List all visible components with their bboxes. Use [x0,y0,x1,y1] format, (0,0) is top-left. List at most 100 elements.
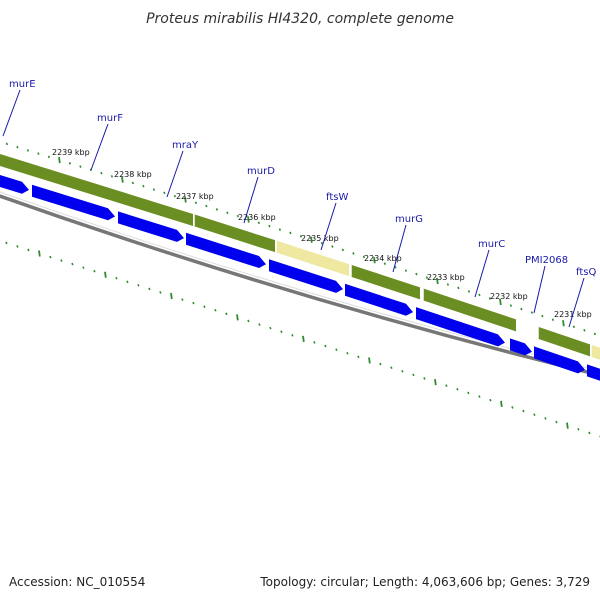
minor-tick [37,152,40,155]
minor-tick [226,211,229,215]
gene-label-PMI2068: PMI2068 [525,255,568,266]
minor-tick [390,366,393,369]
minor-tick [551,318,555,321]
major-tick [236,314,239,321]
gene-track [0,154,600,360]
minor-tick [82,266,85,269]
minor-tick [100,171,103,175]
minor-tick [5,241,8,245]
major-tick [436,277,439,285]
minor-tick [335,348,338,351]
minor-tick [291,333,294,337]
minor-tick [324,344,327,348]
minor-tick [60,259,63,262]
minor-tick [423,377,426,380]
leader-line [533,265,546,314]
minor-tick [247,319,250,323]
minor-tick [533,413,536,417]
gene-feature [194,214,275,253]
gene-feature [0,154,193,226]
minor-tick [489,398,492,402]
minor-tick [152,188,156,191]
kbp-label: 2239 kbp [52,148,90,157]
minor-tick [357,355,360,359]
kbp-label: 2235 kbp [301,234,339,243]
minor-tick [588,431,591,435]
genome-backbone [0,194,600,377]
outer-tick-ruler [5,142,597,336]
minor-tick [110,175,114,178]
kbp-label: 2238 kbp [114,170,152,179]
genome-backbone-highlight [0,191,600,372]
minor-tick [142,184,145,188]
minor-tick [215,208,219,211]
minor-tick [268,224,271,228]
minor-tick [16,245,19,248]
cds-arrow [510,338,532,356]
minor-tick [93,269,96,273]
cds-arrow [345,283,413,316]
minor-tick [26,149,30,152]
minor-tick [173,194,177,198]
minor-tick [192,301,195,305]
gene-label-murC: murC [478,239,505,250]
gene-feature [276,240,349,277]
minor-tick [258,323,261,326]
minor-tick [289,231,292,235]
minor-tick [313,341,316,344]
minor-tick [278,228,282,231]
gene-label-ftsQ: ftsQ [576,267,596,278]
major-tick [499,298,502,306]
minor-tick [478,395,481,398]
cds-arrow [186,232,266,269]
kbp-label: 2237 kbp [176,192,214,201]
minor-tick [137,284,140,287]
gene-label-murG: murG [395,214,423,225]
minor-tick [203,305,206,308]
minor-tick [341,248,345,252]
cds-arrow [269,259,343,293]
minor-tick [412,373,415,377]
minor-tick [299,235,303,238]
gene-labels: murE murF mraY murD ftsW murG murC PMI20… [9,79,596,278]
minor-tick [352,252,355,255]
minor-tick [520,307,523,311]
gene-feature [538,326,590,357]
minor-tick [530,311,534,314]
minor-tick [236,214,240,218]
kbp-label: 2232 kbp [490,292,528,301]
minor-tick [115,276,118,280]
minor-tick [159,291,162,294]
minor-tick [5,142,9,146]
leader-line [90,123,109,171]
minor-tick [445,384,448,388]
major-tick [373,257,376,264]
minor-tick [362,255,366,259]
gene-feature [351,264,420,300]
minor-tick [225,312,228,316]
gene-feature [423,288,516,332]
accession-text: Accession: NC_010554 [9,575,145,589]
minor-tick [425,276,429,279]
major-tick [58,156,61,164]
leader-line [320,202,337,251]
minor-tick [583,329,586,332]
minor-tick [467,391,470,395]
minor-tick [401,369,404,373]
minor-tick [68,162,72,165]
minor-tick [16,145,19,149]
minor-tick [131,181,135,185]
minor-tick [511,406,514,409]
leader-line [2,89,21,137]
minor-tick [257,221,261,225]
gene-label-ftsW: ftsW [326,192,348,203]
leader-line [474,249,490,298]
gene-label-mraY: mraY [172,140,199,151]
kbp-label: 2233 kbp [427,273,465,282]
minor-tick [383,262,387,266]
minor-tick [488,297,492,300]
minor-tick [47,155,51,159]
minor-tick [379,362,382,366]
cds-arrow [32,184,115,221]
